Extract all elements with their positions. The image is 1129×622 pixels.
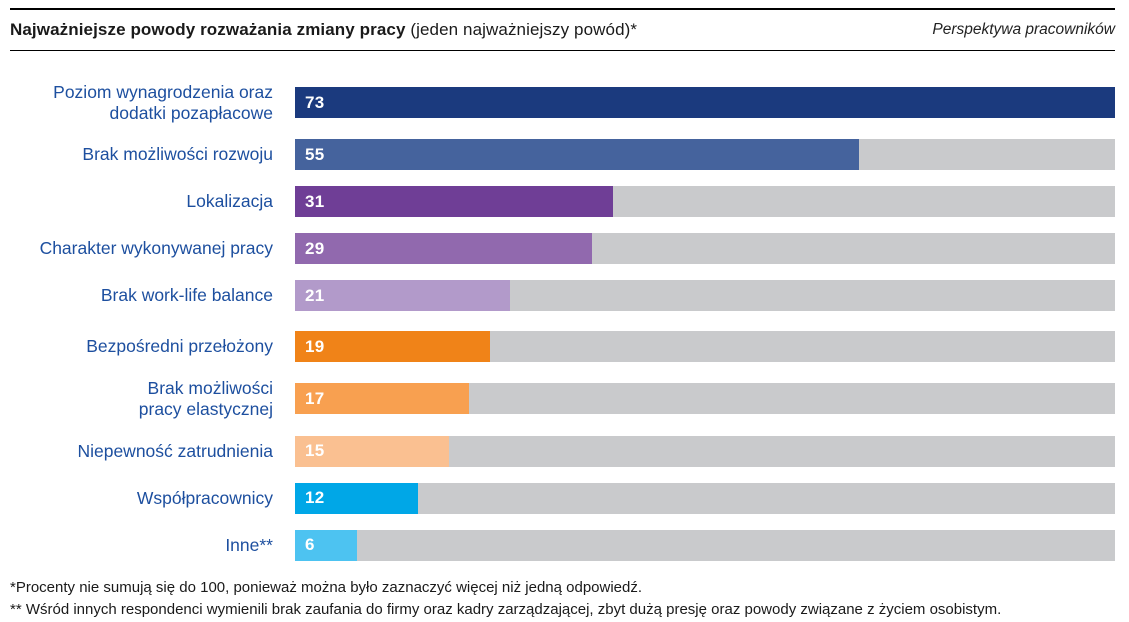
chart-title-regular: (jeden najważniejszy powód)* xyxy=(405,20,638,39)
category-label: Bezpośredni przełożony xyxy=(86,336,273,357)
chart-row: Brak work-life balance 21 xyxy=(10,280,1115,312)
bar-track: 21 xyxy=(295,280,1115,312)
bar-track: 31 xyxy=(295,186,1115,218)
category-label: Niepewność zatrudnienia xyxy=(77,440,273,461)
bar: 15 xyxy=(295,435,449,467)
category-label: Poziom wynagrodzenia oraz dodatki pozapła… xyxy=(53,82,273,123)
bar-track: 73 xyxy=(295,87,1115,119)
bar: 21 xyxy=(295,280,511,312)
bar: 6 xyxy=(295,529,357,561)
chart-row: Lokalizacja 31 xyxy=(10,186,1115,218)
bar: 29 xyxy=(295,233,593,265)
chart-title-bold: Najważniejsze powody rozważania zmiany p… xyxy=(10,20,406,39)
bar-track: 12 xyxy=(295,482,1115,514)
footnote-2: ** Wśród innych respondenci wymienili br… xyxy=(10,601,1002,619)
bar-value-label: 12 xyxy=(305,488,325,508)
bar: 73 xyxy=(295,87,1115,119)
bar-value-label: 17 xyxy=(305,388,325,408)
bar: 19 xyxy=(295,331,490,363)
category-label: Charakter wykonywanej pracy xyxy=(39,238,273,259)
header-divider-rule xyxy=(10,50,1115,51)
bar: 12 xyxy=(295,482,418,514)
bar-value-label: 29 xyxy=(305,238,325,258)
chart-row: Bezpośredni przełożony 19 xyxy=(10,331,1115,363)
bar: 17 xyxy=(295,383,470,415)
bar-value-label: 21 xyxy=(305,285,325,305)
chart-row: Brak możliwości pracy elastycznej 17 xyxy=(10,378,1115,419)
chart-header: Najważniejsze powody rozważania zmiany p… xyxy=(10,8,1115,51)
bar-chart: Poziom wynagrodzenia oraz dodatki pozapła… xyxy=(10,82,1115,561)
bar-track: 55 xyxy=(295,139,1115,171)
bar-track: 19 xyxy=(295,331,1115,363)
chart-row: Brak możliwości rozwoju 55 xyxy=(10,139,1115,171)
bar: 31 xyxy=(295,186,613,218)
category-label: Inne** xyxy=(225,534,273,555)
bar-value-label: 6 xyxy=(305,535,315,555)
category-label: Brak możliwości pracy elastycznej xyxy=(138,378,273,419)
chart-row: Inne** 6 xyxy=(10,529,1115,561)
chart-row: Współpracownicy 12 xyxy=(10,482,1115,514)
chart-footnotes: *Procenty nie sumują się do 100, poniewa… xyxy=(10,577,1115,622)
bar-track: 29 xyxy=(295,233,1115,265)
page: Najważniejsze powody rozważania zmiany p… xyxy=(0,8,1129,618)
bar-value-label: 15 xyxy=(305,441,325,461)
bar-track: 15 xyxy=(295,435,1115,467)
chart-title: Najważniejsze powody rozważania zmiany p… xyxy=(10,20,637,40)
category-label: Współpracownicy xyxy=(136,487,273,508)
top-rule xyxy=(10,8,1115,10)
bar-value-label: 31 xyxy=(305,191,325,211)
category-label: Brak work-life balance xyxy=(100,285,273,306)
category-label: Lokalizacja xyxy=(186,191,273,212)
bar-track: 17 xyxy=(295,383,1115,415)
chart-row: Poziom wynagrodzenia oraz dodatki pozapła… xyxy=(10,82,1115,123)
bar-track: 6 xyxy=(295,529,1115,561)
bar-value-label: 55 xyxy=(305,144,325,164)
bar: 55 xyxy=(295,139,859,171)
bar-value-label: 73 xyxy=(305,92,325,112)
chart-row: Charakter wykonywanej pracy 29 xyxy=(10,233,1115,265)
chart-row: Niepewność zatrudnienia 15 xyxy=(10,435,1115,467)
category-label: Brak możliwości rozwoju xyxy=(82,144,273,165)
bar-value-label: 19 xyxy=(305,336,325,356)
footnote-1: *Procenty nie sumują się do 100, poniewa… xyxy=(10,578,643,596)
perspective-note: Perspektywa pracowników xyxy=(932,21,1115,38)
